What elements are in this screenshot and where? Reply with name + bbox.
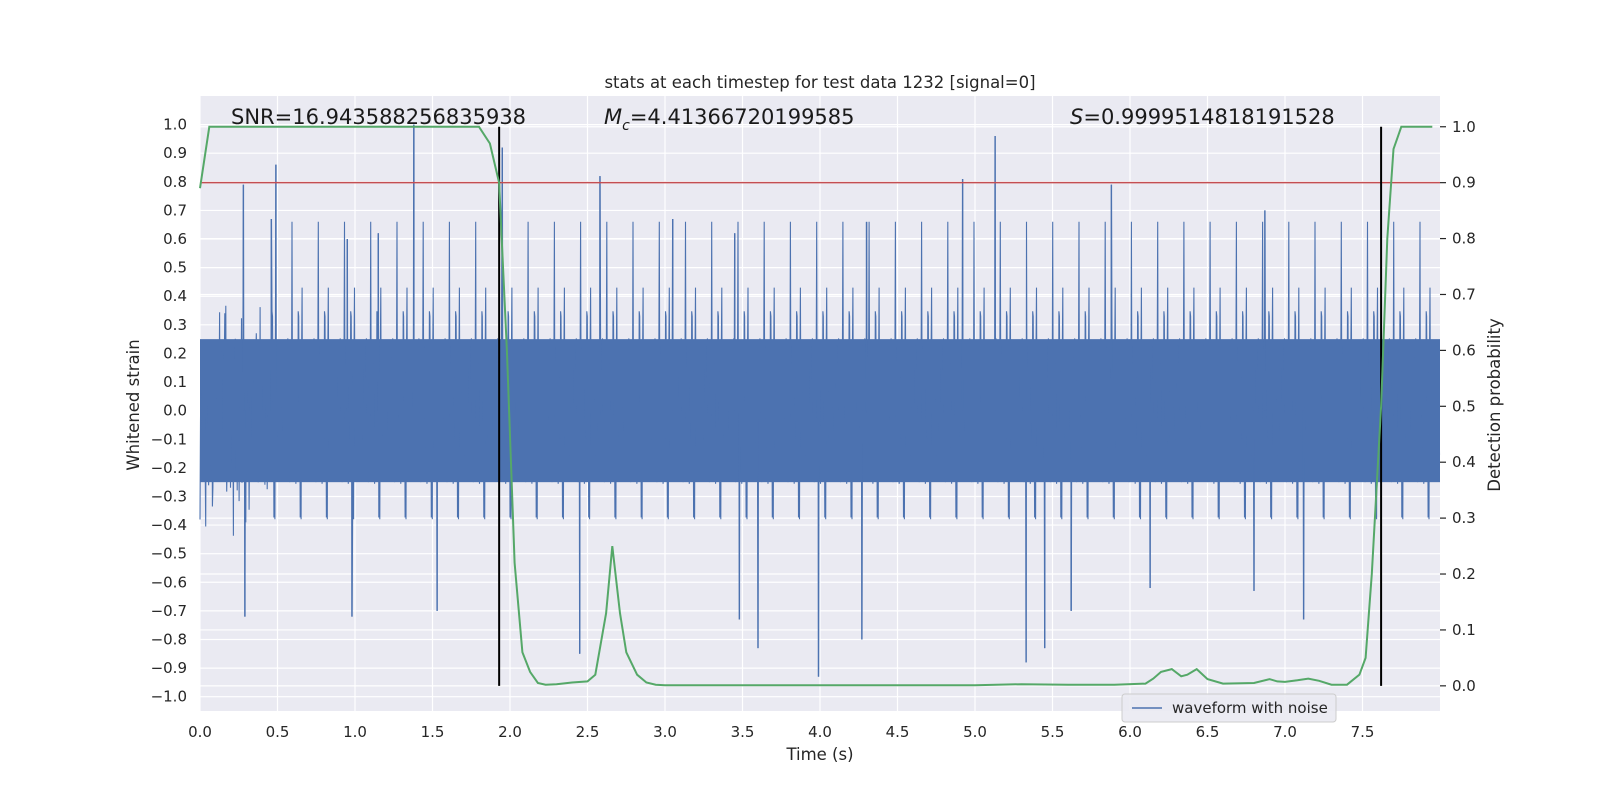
y-tick-label: −0.8 <box>151 630 187 648</box>
detection-probability-series <box>199 125 1433 687</box>
y2-axis-label: Detection probability <box>1485 318 1504 492</box>
y2-tick-label: 0.3 <box>1452 509 1476 527</box>
x-tick-label: 1.0 <box>343 723 367 741</box>
y2-tick-label: 0.5 <box>1452 397 1476 415</box>
y-tick-label: −0.2 <box>151 459 187 477</box>
x-tick-label: 3.5 <box>731 723 755 741</box>
waveform-series <box>199 124 1441 677</box>
y-tick-label: 0.7 <box>163 201 187 219</box>
chirp-mass-value: =4.41366720199585 <box>630 105 855 129</box>
y-tick-label: −1.0 <box>151 688 187 706</box>
score-annotation: S=0.9999514818191528 <box>1070 105 1335 129</box>
legend-box <box>1121 693 1337 723</box>
y-tick-label: 0.2 <box>163 344 187 362</box>
y2-tick-label: 1.0 <box>1452 118 1476 136</box>
x-tick-label: 6.0 <box>1118 723 1142 741</box>
x-tick-label: 4.5 <box>886 723 910 741</box>
y-tick-label: 0.3 <box>163 316 187 334</box>
x-axis-label: Time (s) <box>785 745 853 764</box>
y2-tick-label: 0.0 <box>1452 677 1476 695</box>
x-axis-ticks: 0.0 0.5 1.0 1.5 2.0 2.5 3.0 3.5 4.0 4.5 5.0 5.5 6.0 6… <box>188 723 1374 741</box>
y-tick-label: 0.1 <box>163 373 187 391</box>
y2-axis-ticks: 1.0 0.9 0.8 0.7 0.6 0.5 0.4 0.3 0.2 0.1 0.0 <box>1440 118 1476 695</box>
y-tick-label: 0.5 <box>163 259 187 277</box>
y-tick-label: −0.7 <box>151 602 187 620</box>
waveform-line <box>199 124 1441 677</box>
y-tick-label: −0.9 <box>151 659 187 677</box>
x-tick-label: 7.0 <box>1273 723 1297 741</box>
y-axis-ticks: 1.0 0.9 0.8 0.7 0.6 0.5 0.4 0.3 0.2 0.1 0.0 −0.1 −0.… <box>151 116 187 706</box>
y-tick-label: 0.8 <box>163 173 187 191</box>
x-tick-label: 3.0 <box>653 723 677 741</box>
y-tick-label: −0.1 <box>151 430 187 448</box>
y-tick-label: −0.5 <box>151 545 187 563</box>
y2-tick-label: 0.7 <box>1452 285 1476 303</box>
snr-annotation: SNR=16.943588256835938 <box>231 105 526 129</box>
x-tick-label: 5.5 <box>1041 723 1065 741</box>
chart-title: stats at each timestep for test data 123… <box>604 73 1035 92</box>
x-tick-label: 1.5 <box>421 723 445 741</box>
y-tick-label: −0.3 <box>151 487 187 505</box>
y-tick-label: 0.6 <box>163 230 187 248</box>
chirp-mass-annotation: Mc=4.41366720199585 <box>604 105 855 134</box>
y-tick-label: 1.0 <box>163 116 187 134</box>
chirp-mass-subscript: c <box>622 118 630 134</box>
detection-probability-line <box>199 125 1433 687</box>
y2-tick-label: 0.4 <box>1452 453 1476 471</box>
x-tick-label: 7.5 <box>1351 723 1375 741</box>
y2-tick-label: 0.8 <box>1452 230 1476 248</box>
y2-tick-label: 0.9 <box>1452 174 1476 192</box>
legend: waveform with noise <box>1121 693 1337 723</box>
y-tick-label: 0.0 <box>163 402 187 420</box>
y-tick-label: −0.4 <box>151 516 187 534</box>
y-axis-label: Whitened strain <box>124 339 143 470</box>
x-tick-label: 2.5 <box>576 723 600 741</box>
y-tick-label: −0.6 <box>151 573 187 591</box>
chirp-mass-symbol: M <box>604 105 622 129</box>
y-tick-label: 0.4 <box>163 287 187 305</box>
x-tick-label: 6.5 <box>1196 723 1220 741</box>
legend-label: waveform with noise <box>1172 699 1328 717</box>
x-tick-label: 0.5 <box>266 723 290 741</box>
y-tick-label: 0.9 <box>163 144 187 162</box>
y2-tick-label: 0.2 <box>1452 565 1476 583</box>
y2-tick-label: 0.1 <box>1452 621 1476 639</box>
x-tick-label: 5.0 <box>963 723 987 741</box>
x-tick-label: 4.0 <box>808 723 832 741</box>
score-symbol: S <box>1070 105 1083 129</box>
x-tick-label: 2.0 <box>498 723 522 741</box>
x-tick-label: 0.0 <box>188 723 212 741</box>
score-value: =0.9999514818191528 <box>1083 105 1334 129</box>
y2-tick-label: 0.6 <box>1452 341 1476 359</box>
